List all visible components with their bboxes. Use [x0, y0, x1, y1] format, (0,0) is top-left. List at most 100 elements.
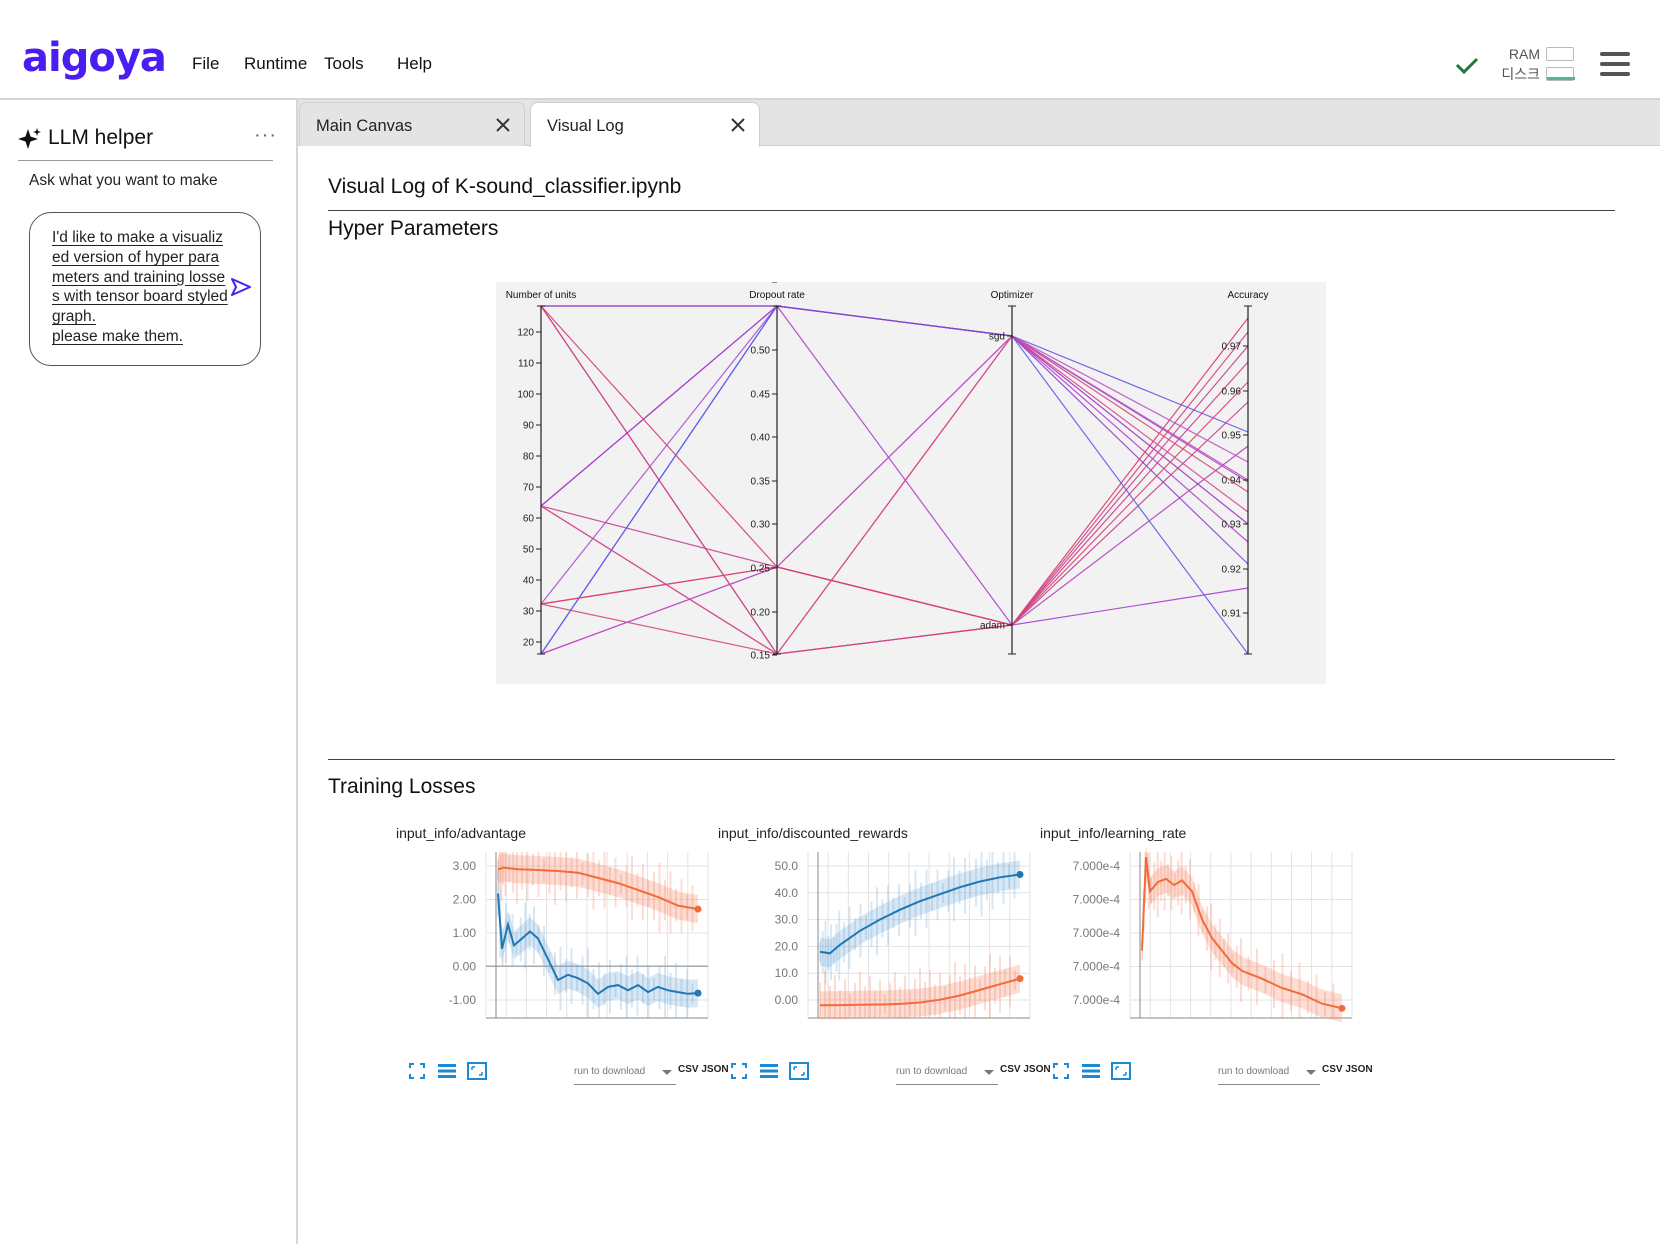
sidebar-title: LLM helper	[48, 126, 154, 149]
json-link[interactable]: JSON	[1345, 1064, 1373, 1075]
series-end-point	[694, 905, 702, 913]
axis-tick-label: 0.25	[751, 564, 771, 575]
close-icon[interactable]	[729, 116, 747, 134]
download-label: run to download	[896, 1066, 968, 1077]
axis-tick-label: 0.50	[751, 346, 771, 357]
tb-card-advantage: input_info/advantage 3.00 2.00 1.00 0.00 -1.…	[396, 824, 738, 1144]
series-line	[497, 893, 699, 996]
menu-help[interactable]: Help	[397, 54, 432, 73]
prompt-text[interactable]: I'd like to make a visualized version of…	[52, 229, 228, 345]
list-icon[interactable]	[436, 1060, 458, 1082]
fit-domain-icon[interactable]	[1110, 1060, 1132, 1082]
expand-icon[interactable]	[1050, 1060, 1072, 1082]
run-to-download-select[interactable]: run to download	[1218, 1061, 1320, 1085]
hparam-trial-line	[540, 345, 1249, 626]
json-link[interactable]: JSON	[1023, 1064, 1051, 1075]
logo[interactable]: aigoya	[22, 35, 167, 81]
tab-main-canvas[interactable]: Main Canvas	[299, 102, 525, 146]
axis-label: Accuracy	[1227, 290, 1268, 301]
y-tick-label: 30.0	[775, 913, 799, 927]
series-line	[819, 873, 1021, 955]
y-tick-label: 7.000e-4	[1073, 960, 1121, 974]
y-tick-label: 50.0	[775, 859, 799, 873]
send-icon[interactable]	[230, 277, 252, 297]
hamburger-menu-icon[interactable]	[1600, 52, 1630, 80]
close-icon[interactable]	[494, 116, 512, 134]
discounted-rewards-plot[interactable]: 50.0 40.0 30.0 20.0 10.0 0.00	[718, 848, 1048, 1048]
csv-link[interactable]: CSV	[1322, 1064, 1343, 1075]
axis-tick-label: 60	[523, 514, 535, 525]
chart-toolbar	[728, 1060, 818, 1084]
export-links: CSV JSON	[1322, 1060, 1373, 1080]
chevron-down-icon	[1306, 1070, 1316, 1075]
axis-tick-label: 70	[523, 483, 535, 494]
tb-card-learning-rate: input_info/learning_rate 7.000e-4 7.000e-…	[1040, 824, 1382, 1144]
series-end-point	[1338, 1004, 1346, 1012]
menu-file[interactable]: File	[192, 54, 220, 73]
axis-tick-label: 0.45	[751, 390, 771, 401]
csv-link[interactable]: CSV	[678, 1064, 699, 1075]
series-end-point	[1016, 871, 1024, 879]
series-end-point	[1016, 975, 1024, 983]
learning-rate-plot[interactable]: 7.000e-4 7.000e-4 7.000e-4 7.000e-4 7.000e-4	[1040, 848, 1370, 1048]
axis-tick-label: 40	[523, 576, 535, 587]
resource-labels[interactable]: RAM 디스크	[1496, 44, 1540, 84]
series-line	[1141, 856, 1343, 1010]
series-line	[819, 977, 1021, 1007]
menu-runtime[interactable]: Runtime	[244, 54, 308, 73]
tab-label: Visual Log	[547, 117, 624, 135]
axis-label: Number of units	[506, 290, 577, 301]
chart-title: input_info/learning_rate	[1040, 825, 1187, 841]
visual-log-content: Visual Log of K-sound_classifier.ipynb H…	[300, 147, 1660, 1244]
fit-domain-icon[interactable]	[788, 1060, 810, 1082]
hparam-trial-line	[540, 335, 1249, 655]
disk-meter	[1546, 67, 1575, 81]
expand-icon[interactable]	[728, 1060, 750, 1082]
json-link[interactable]: JSON	[701, 1064, 729, 1075]
prompt-input[interactable]: I'd like to make a visualized version of…	[29, 212, 261, 366]
chart-toolbar	[1050, 1060, 1140, 1084]
tb-card-discounted-rewards: input_info/discounted_rewards 50.0 40.0 30…	[718, 824, 1060, 1144]
section-title-training-losses: Training Losses	[328, 775, 476, 798]
advantage-plot[interactable]: 3.00 2.00 1.00 0.00 -1.00	[396, 848, 726, 1048]
axis-tick-label: 0.15	[751, 651, 771, 662]
axis-tick-label: 20	[523, 638, 535, 649]
hparam-trial-line	[540, 335, 1249, 655]
csv-link[interactable]: CSV	[1000, 1064, 1021, 1075]
axis-label: Dropout rate	[749, 290, 805, 301]
axis-tick-label: 0.10	[751, 282, 771, 285]
y-tick-label: 7.000e-4	[1073, 859, 1121, 873]
y-tick-label: 7.000e-4	[1073, 926, 1121, 940]
hyper-parameters-chart[interactable]: Number of units 120 110 100 90 80 70 60 50 40 30 20…	[496, 282, 1326, 684]
axis-tick-label: 100	[517, 390, 534, 401]
y-tick-label: 7.000e-4	[1073, 893, 1121, 907]
axis-tick-label: 0.30	[751, 520, 771, 531]
tab-visual-log[interactable]: Visual Log	[530, 102, 760, 147]
chevron-down-icon	[662, 1070, 672, 1075]
list-icon[interactable]	[758, 1060, 780, 1082]
axis-tick-label: 0.91	[1222, 609, 1242, 620]
run-to-download-select[interactable]: run to download	[574, 1061, 676, 1085]
list-icon[interactable]	[1080, 1060, 1102, 1082]
axis-tick-label: 0.93	[1222, 520, 1242, 531]
fit-domain-icon[interactable]	[466, 1060, 488, 1082]
expand-icon[interactable]	[406, 1060, 428, 1082]
axis-tick-label: 0.96	[1222, 387, 1242, 398]
menu-tools[interactable]: Tools	[324, 54, 364, 73]
series-line	[497, 866, 699, 911]
y-tick-label: 2.00	[453, 893, 477, 907]
axis-tick-label: adam	[980, 621, 1005, 632]
page-title: Visual Log of K-sound_classifier.ipynb	[328, 175, 682, 198]
chevron-down-icon	[984, 1070, 994, 1075]
hparam-trial-line	[540, 381, 1249, 626]
check-icon[interactable]	[1452, 50, 1482, 80]
top-bar: aigoya File Runtime Tools Help RAM 디스크	[0, 0, 1660, 100]
run-to-download-select[interactable]: run to download	[896, 1061, 998, 1085]
download-label: run to download	[1218, 1066, 1290, 1077]
more-options-icon[interactable]: ···	[254, 124, 277, 146]
axis-tick-label: 80	[523, 452, 535, 463]
hparam-trial-line	[541, 305, 1249, 565]
axis-tick-label: 0.20	[751, 608, 771, 619]
y-tick-label: 10.0	[775, 966, 799, 980]
ram-label: RAM	[1508, 46, 1540, 62]
